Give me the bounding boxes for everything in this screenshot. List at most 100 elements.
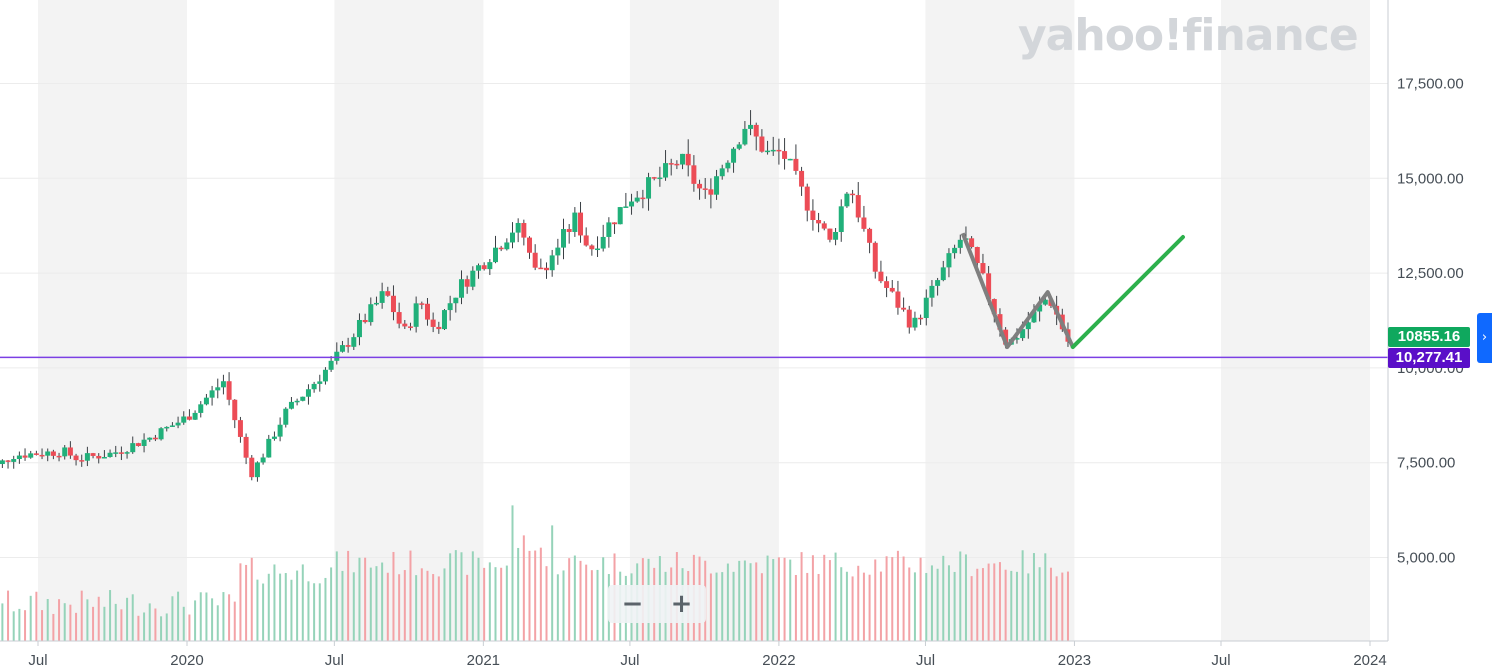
- volume-bar: [347, 550, 350, 641]
- volume-bar: [477, 557, 480, 641]
- candle-body: [164, 426, 170, 429]
- volume-bar: [454, 550, 457, 641]
- candle-body: [629, 201, 635, 207]
- candle-body: [305, 389, 311, 397]
- candle-body: [895, 291, 901, 308]
- candle-body: [617, 207, 623, 225]
- volume-bar: [228, 594, 231, 641]
- volume-bar: [324, 577, 327, 641]
- candle-body: [612, 222, 618, 225]
- candle-body: [419, 303, 425, 305]
- candle-body: [646, 177, 652, 199]
- candle-body: [719, 168, 725, 177]
- candle-body: [436, 326, 442, 330]
- candle-body: [28, 453, 34, 458]
- shade-band: [334, 0, 484, 641]
- volume-bar: [267, 573, 270, 641]
- volume-bar: [925, 572, 928, 641]
- expand-panel-tab[interactable]: ›: [1477, 313, 1492, 363]
- candle-body: [277, 424, 283, 437]
- candle-body: [379, 291, 385, 303]
- candle-body: [175, 422, 181, 426]
- volume-bar: [466, 574, 469, 641]
- candle-body: [889, 287, 895, 292]
- candle-body: [923, 297, 929, 319]
- candle-body: [481, 265, 487, 270]
- candle-body: [974, 247, 980, 264]
- volume-bar: [749, 563, 752, 641]
- reference-price-badge: 10,277.41: [1388, 348, 1470, 368]
- candle-body: [362, 319, 368, 323]
- volume-bar: [885, 556, 888, 641]
- chevron-right-icon: ›: [1481, 330, 1488, 345]
- candle-body: [674, 163, 680, 166]
- x-tick-label: 2020: [170, 652, 203, 669]
- zoom-in-button[interactable]: +: [670, 589, 693, 619]
- candle-body: [62, 447, 68, 457]
- volume-bar: [488, 562, 491, 641]
- candle-body: [804, 186, 810, 211]
- candle-body: [651, 177, 657, 179]
- volume-bar: [92, 606, 95, 641]
- candle-body: [527, 237, 533, 253]
- volume-bar: [313, 583, 316, 641]
- volume-bar: [392, 551, 395, 641]
- candle-body: [141, 439, 147, 446]
- volume-bar: [109, 590, 112, 641]
- candle-body: [515, 222, 521, 233]
- candle-body: [147, 437, 153, 440]
- volume-bar: [573, 555, 576, 641]
- volume-bar: [364, 557, 367, 641]
- volume-bar: [262, 583, 265, 641]
- candle-body: [33, 453, 39, 455]
- volume-bar: [851, 576, 854, 641]
- x-tick-label: 2024: [1353, 652, 1386, 669]
- candle-body: [912, 317, 918, 328]
- candle-body: [424, 303, 430, 320]
- volume-bar: [845, 571, 848, 641]
- volume-bar: [233, 601, 236, 641]
- volume-bar: [35, 591, 38, 641]
- volume-bar: [12, 611, 15, 641]
- volume-bar: [194, 600, 197, 641]
- y-tick-label: 17,500.00: [1397, 75, 1464, 92]
- candle-body: [390, 295, 396, 313]
- volume-bar: [868, 574, 871, 641]
- volume-bar: [562, 570, 565, 641]
- candle-body: [572, 212, 578, 232]
- candle-body: [464, 279, 470, 287]
- candle-body: [260, 457, 266, 463]
- candle-body: [107, 452, 113, 457]
- volume-bar: [953, 571, 956, 641]
- candle-body: [549, 255, 555, 271]
- candle-body: [708, 189, 714, 195]
- shade-band: [38, 0, 187, 641]
- volume-bar: [766, 555, 769, 641]
- x-tick-label: 2023: [1058, 652, 1091, 669]
- volume-bar: [777, 557, 780, 641]
- candle-body: [697, 183, 703, 189]
- candle-body: [220, 381, 226, 388]
- volume-bar: [908, 567, 911, 641]
- volume-bar: [403, 570, 406, 641]
- candle-body: [73, 455, 79, 461]
- candle-body: [492, 247, 498, 263]
- zoom-out-button[interactable]: −: [621, 589, 644, 619]
- candle-body: [986, 273, 992, 300]
- volume-bar: [823, 554, 826, 641]
- volume-bar: [551, 525, 554, 641]
- volume-bar: [188, 614, 191, 641]
- candle-body: [589, 245, 595, 250]
- candle-body: [787, 158, 793, 161]
- candle-body: [56, 455, 62, 458]
- candle-body: [685, 153, 691, 166]
- candle-body: [453, 297, 459, 304]
- volume-bar: [250, 557, 253, 641]
- volume-bar: [24, 610, 27, 641]
- candle-body: [249, 457, 255, 478]
- candle-body: [50, 451, 56, 456]
- gridlines: [0, 82, 1388, 559]
- volume-bar: [358, 557, 361, 641]
- candle-body: [181, 416, 187, 423]
